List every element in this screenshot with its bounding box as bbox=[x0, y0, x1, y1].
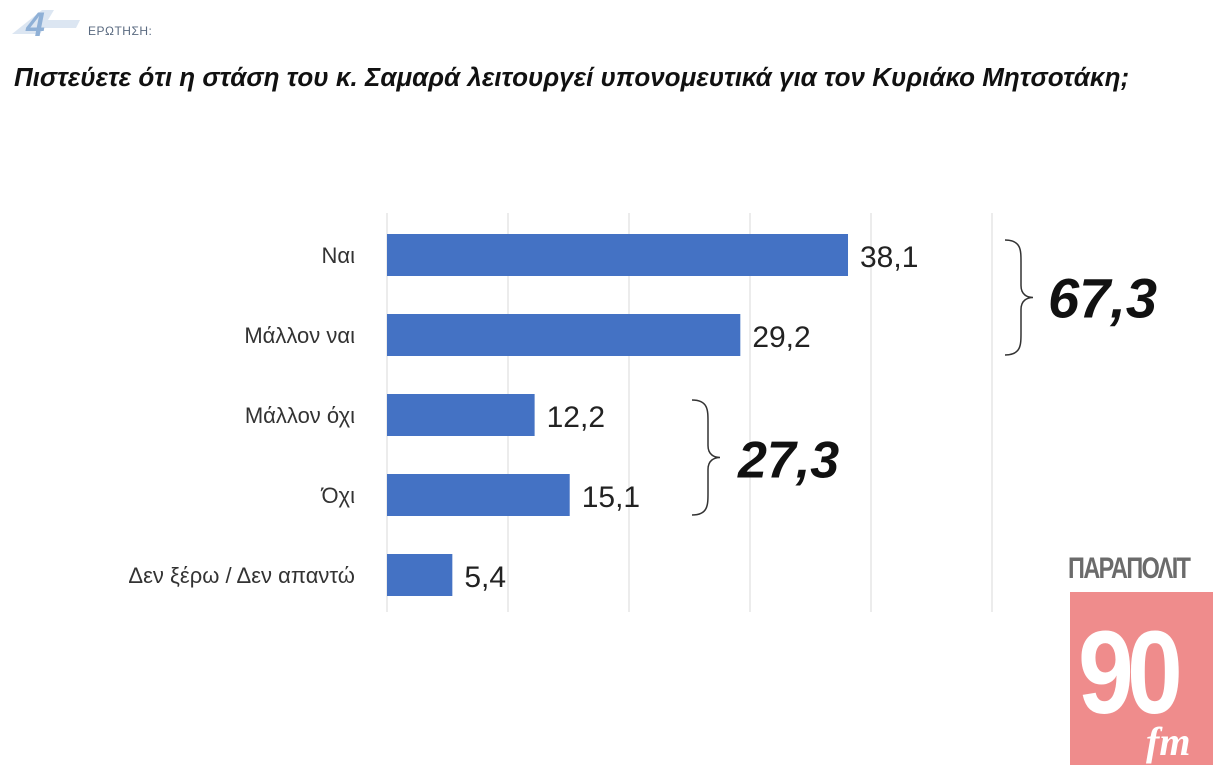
group-total-label: 67,3 bbox=[1048, 267, 1157, 330]
group-brace bbox=[691, 399, 721, 516]
logo-top-text: ΠΑΡΑΠΟΛΙΤ bbox=[1068, 552, 1191, 585]
question-number: 4 bbox=[25, 6, 45, 40]
group-brace bbox=[1004, 239, 1034, 356]
bar bbox=[387, 554, 453, 596]
logo-suffix: fm bbox=[1146, 719, 1191, 764]
question-label: ΕΡΩΤΗΣΗ: bbox=[88, 24, 153, 38]
station-logo: ΠΑΡΑΠΟΛΙΤ 90 fm bbox=[1068, 552, 1213, 765]
question-text: Πιστεύετε ότι η στάση του κ. Σαμαρά λειτ… bbox=[14, 62, 1130, 92]
value-label: 5,4 bbox=[464, 561, 506, 594]
category-label: Ναι bbox=[322, 243, 356, 268]
bar bbox=[387, 394, 535, 436]
value-label: 29,2 bbox=[752, 321, 810, 354]
category-label: Μάλλον όχι bbox=[245, 403, 355, 428]
value-label: 38,1 bbox=[860, 241, 918, 274]
logo-box: 90 fm bbox=[1070, 592, 1213, 765]
category-label: Όχι bbox=[321, 483, 356, 508]
logo-number: 90 bbox=[1078, 607, 1183, 739]
category-label: Δεν ξέρω / Δεν απαντώ bbox=[128, 563, 355, 588]
question-number-badge: 4 bbox=[12, 6, 80, 40]
category-label: Μάλλον ναι bbox=[244, 323, 355, 348]
value-label: 12,2 bbox=[547, 401, 605, 434]
value-label: 15,1 bbox=[582, 481, 640, 514]
bar bbox=[387, 234, 849, 276]
bar bbox=[387, 314, 741, 356]
group-total-label: 27,3 bbox=[737, 432, 839, 490]
bar bbox=[387, 474, 570, 516]
